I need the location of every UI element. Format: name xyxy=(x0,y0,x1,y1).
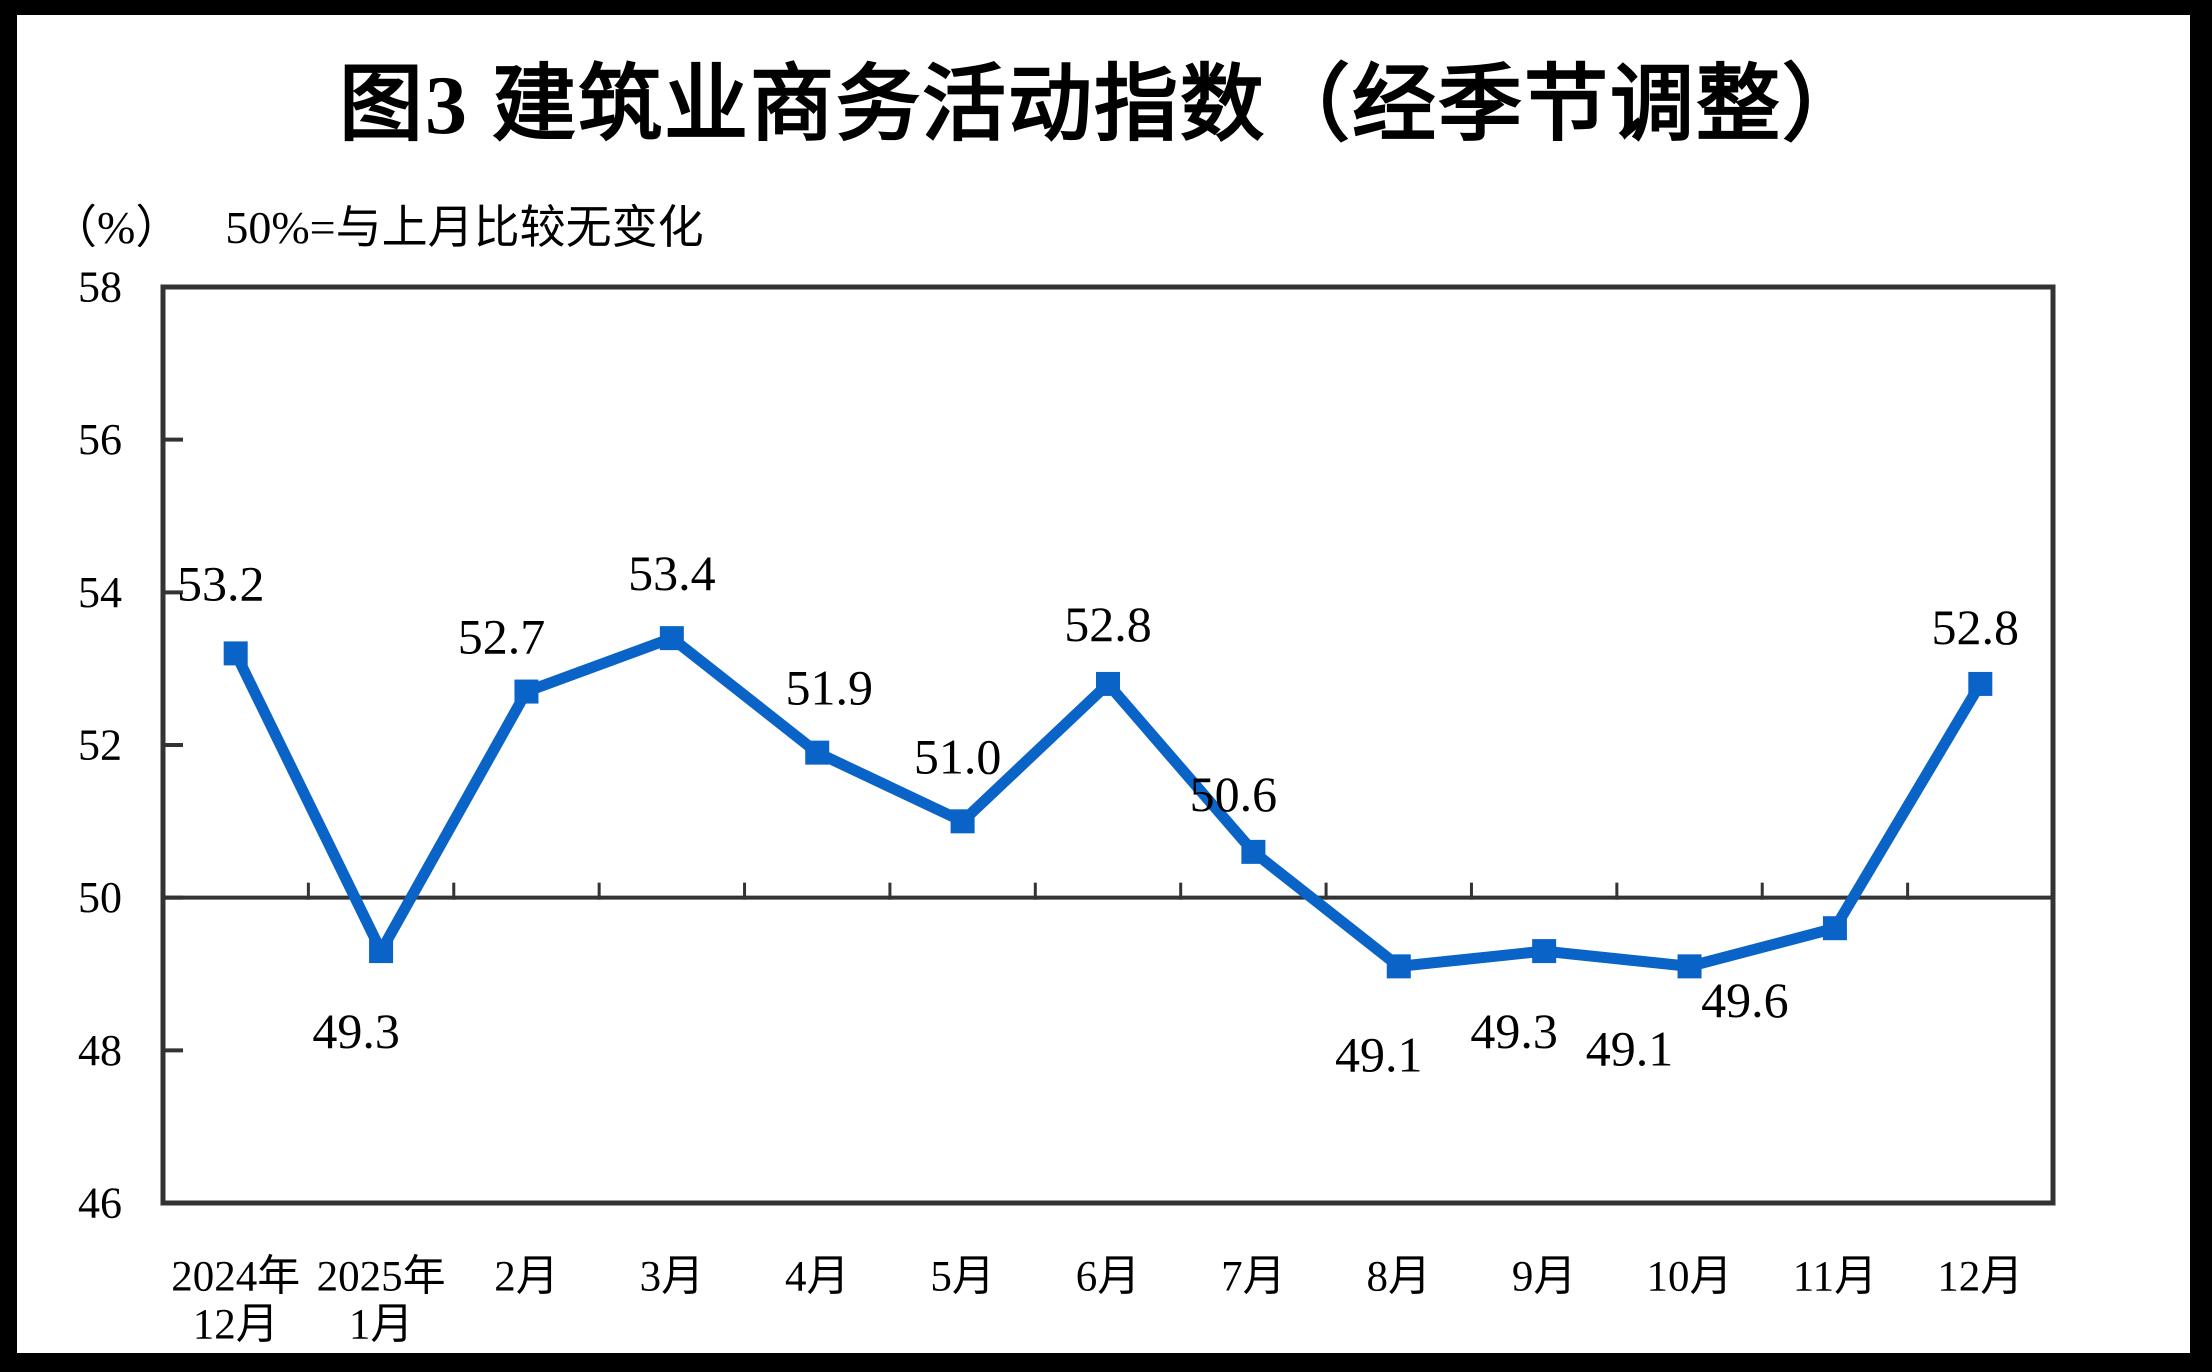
data-point-marker xyxy=(1386,954,1411,979)
data-point-label: 52.8 xyxy=(1932,599,2020,655)
x-axis-category-label: 6月 xyxy=(1076,1254,1141,1301)
data-point-label: 52.8 xyxy=(1064,596,1152,652)
data-point-marker xyxy=(950,809,975,834)
data-point-marker xyxy=(1822,916,1847,941)
data-point-marker xyxy=(223,641,248,666)
x-axis-category-label: 2025年 xyxy=(317,1254,446,1301)
data-point-marker xyxy=(659,626,684,651)
y-axis-unit-label: （%） xyxy=(51,202,182,253)
chart-title: 图3 建筑业商务活动指数（经季节调整） xyxy=(338,59,1868,152)
data-point-label: 49.3 xyxy=(1470,1003,1558,1059)
x-axis-category-label: 7月 xyxy=(1221,1254,1286,1301)
x-axis-category-label: 4月 xyxy=(785,1254,850,1301)
data-point-marker xyxy=(1968,671,1993,696)
data-point-marker xyxy=(1677,954,1702,979)
data-point-label: 53.2 xyxy=(177,555,265,611)
y-axis-tick-label: 48 xyxy=(78,1026,122,1075)
data-point-label: 50.6 xyxy=(1190,766,1278,822)
y-axis-tick-label: 56 xyxy=(78,415,122,464)
data-point-label: 53.4 xyxy=(628,545,716,601)
plot-border xyxy=(160,284,2056,1206)
chart-subtitle: （%） 50%=与上月比较无变化 xyxy=(51,191,704,257)
x-axis-category-label: 10月 xyxy=(1647,1254,1733,1301)
x-axis-category-label: 12月 xyxy=(193,1302,279,1349)
x-axis-category-label: 1月 xyxy=(349,1302,414,1349)
x-axis-category-label: 9月 xyxy=(1512,1254,1577,1301)
data-point-label: 49.6 xyxy=(1701,972,1789,1028)
x-axis-category-label: 5月 xyxy=(930,1254,995,1301)
data-point-marker xyxy=(514,679,539,704)
line-chart: 58 56 54 52 50 48 46 53.2 49.3 52.7 53.4 51.9 51.0 52… xyxy=(78,263,2056,1349)
y-axis-tick-label: 52 xyxy=(78,721,122,770)
page-background: 图3 建筑业商务活动指数（经季节调整） （%） 50%=与上月比较无变化 58 56… xyxy=(17,15,2190,1353)
data-point-label: 49.1 xyxy=(1586,1020,1674,1076)
x-axis-category-label: 11月 xyxy=(1793,1254,1877,1301)
y-axis-tick-label: 50 xyxy=(78,873,122,922)
data-point-marker xyxy=(1532,939,1557,964)
data-point-label: 51.9 xyxy=(785,660,873,716)
data-point-marker xyxy=(1241,839,1266,864)
y-axis-tick-label: 46 xyxy=(78,1179,122,1228)
data-point-marker xyxy=(369,939,394,964)
data-point-marker xyxy=(805,740,830,765)
y-axis-tick-label: 54 xyxy=(78,568,122,617)
data-point-label: 49.3 xyxy=(312,1003,400,1059)
data-point-marker xyxy=(1096,671,1120,696)
data-point-label: 49.1 xyxy=(1335,1026,1423,1082)
reference-line-note: 50%=与上月比较无变化 xyxy=(225,202,704,253)
x-axis-category-label: 2月 xyxy=(494,1254,559,1301)
x-axis-category-label: 8月 xyxy=(1367,1254,1432,1301)
x-axis-category-label: 12月 xyxy=(1937,1254,2023,1301)
data-point-label: 52.7 xyxy=(458,609,546,665)
x-axis-category-label: 2024年 xyxy=(171,1254,300,1301)
y-axis-tick-label: 58 xyxy=(78,263,122,312)
data-point-label: 51.0 xyxy=(914,728,1002,784)
x-axis-category-label: 3月 xyxy=(640,1254,705,1301)
